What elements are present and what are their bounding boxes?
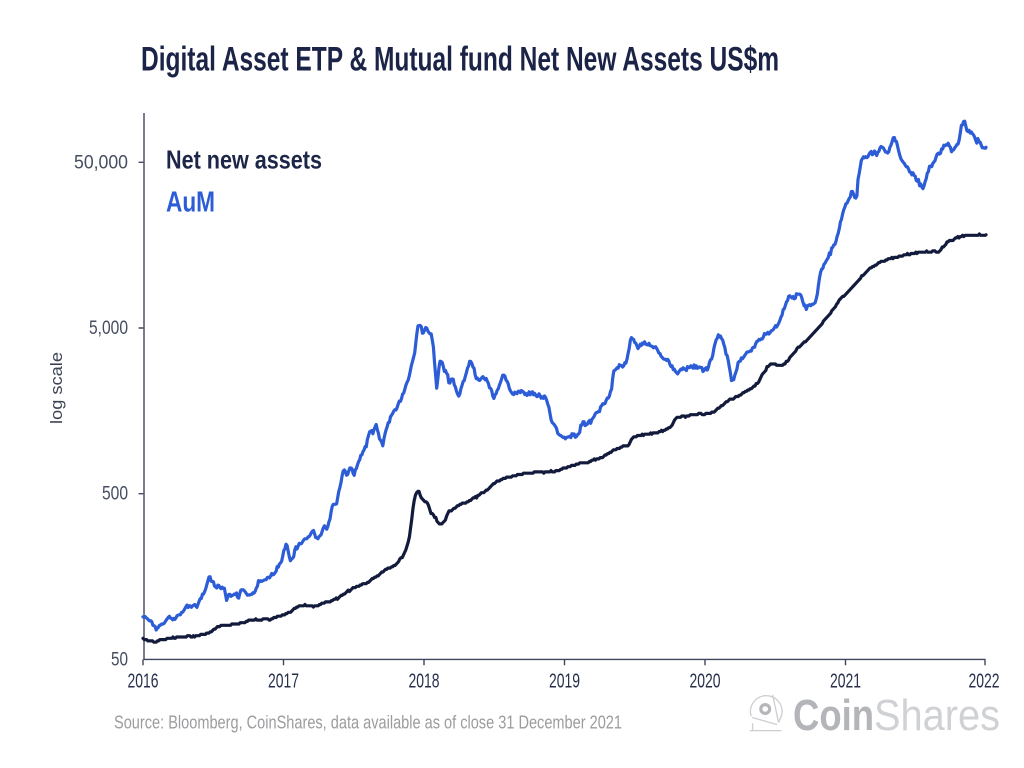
svg-text:log scale: log scale <box>47 352 66 424</box>
svg-text:Digital Asset ETP & Mutual fun: Digital Asset ETP & Mutual fund Net New … <box>141 41 779 79</box>
svg-text:Source: Bloomberg, CoinShares,: Source: Bloomberg, CoinShares, data avai… <box>114 713 622 733</box>
svg-text:AuM: AuM <box>166 187 215 219</box>
svg-text:Shares: Shares <box>874 691 1000 740</box>
svg-text:2021: 2021 <box>830 671 861 693</box>
svg-text:2016: 2016 <box>128 671 159 693</box>
svg-text:2020: 2020 <box>690 671 721 693</box>
svg-text:5,000: 5,000 <box>89 318 128 339</box>
svg-text:50,000: 50,000 <box>74 152 128 173</box>
svg-text:Coin: Coin <box>793 691 874 740</box>
svg-text:2018: 2018 <box>409 671 440 693</box>
svg-text:2017: 2017 <box>268 671 299 693</box>
svg-text:Net new assets: Net new assets <box>166 145 322 175</box>
svg-text:500: 500 <box>102 484 128 505</box>
svg-text:2022: 2022 <box>969 671 1000 693</box>
svg-text:50: 50 <box>111 649 128 670</box>
svg-text:2019: 2019 <box>549 671 580 693</box>
